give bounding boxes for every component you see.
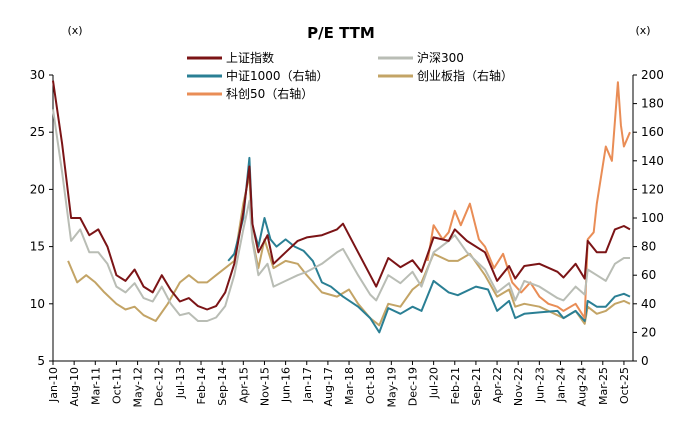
x-tick-label: Jun-23 (533, 367, 546, 403)
x-tick-label: Sep-14 (216, 367, 229, 406)
x-tick-label: Oct-25 (618, 367, 631, 404)
series-line-2 (227, 156, 631, 334)
x-tick-label: Mar-18 (343, 367, 356, 405)
legend-label-1: 沪深300 (417, 51, 464, 65)
right-tick-label: 180 (641, 97, 664, 111)
x-tick-label: Mar-11 (89, 367, 102, 405)
x-tick-label: Mar-25 (597, 367, 610, 405)
x-tick-label: May-12 (132, 367, 145, 408)
right-tick-label: 160 (641, 125, 664, 139)
left-tick-label: 20 (30, 182, 45, 196)
legend-label-3: 创业板指（右轴） (417, 68, 513, 83)
legend: 上证指数 沪深300 中证1000（右轴） 创业板指（右轴） 科创50（右轴） (187, 50, 513, 101)
x-tick-label: Jan-17 (301, 367, 314, 403)
right-axis-unit: (x) (635, 24, 650, 37)
chart-title: P/E TTM (307, 24, 375, 42)
right-tick-label: 20 (641, 325, 656, 339)
x-tick-label: Apr-22 (491, 367, 504, 403)
x-tick-label: Aug-10 (68, 367, 81, 406)
x-tick-label: Oct-11 (110, 367, 123, 404)
x-tick-label: Feb-14 (195, 367, 208, 404)
series-line-4 (426, 81, 631, 320)
x-tick-label: Jun-16 (280, 367, 293, 403)
right-tick-label: 0 (641, 354, 649, 368)
axes: 5 10 15 20 25 30 0 20 40 60 80 100 120 140 160 180 200 Ja… (30, 68, 664, 408)
x-tick-label: Apr-15 (237, 367, 250, 403)
x-tick-label: May-19 (385, 367, 398, 408)
x-tick-label: Jan-10 (47, 367, 60, 403)
x-tick-label: Jul-20 (428, 367, 441, 399)
x-tick-label: Dec-19 (406, 367, 419, 406)
left-tick-label: 10 (30, 297, 45, 311)
x-tick-label: Aug-24 (576, 367, 589, 406)
left-tick-label: 15 (30, 240, 45, 254)
right-tick-label: 140 (641, 154, 664, 168)
right-tick-label: 200 (641, 68, 664, 82)
right-tick-label: 120 (641, 182, 664, 196)
legend-label-2: 中证1000（右轴） (226, 68, 329, 83)
legend-label-4: 科创50（右轴） (226, 86, 313, 101)
x-tick-label: Oct-18 (364, 367, 377, 404)
left-axis-unit: (x) (67, 24, 82, 37)
x-tick-label: Aug-17 (322, 367, 335, 406)
x-tick-label: Nov-15 (258, 367, 271, 406)
x-tick-label: Feb-21 (449, 367, 462, 404)
right-tick-label: 80 (641, 240, 656, 254)
left-tick-label: 5 (37, 354, 45, 368)
legend-label-0: 上证指数 (226, 50, 274, 65)
x-tick-label: Nov-22 (512, 367, 525, 406)
x-tick-label: Dec-12 (153, 367, 166, 406)
x-tick-label: Jul-13 (174, 367, 187, 399)
x-tick-label: Jan-24 (555, 367, 568, 403)
right-tick-label: 40 (641, 297, 656, 311)
series-line-0 (52, 80, 631, 311)
series-line-1 (52, 109, 630, 322)
right-tick-label: 60 (641, 268, 656, 282)
left-tick-label: 25 (30, 125, 45, 139)
series-lines (52, 80, 631, 334)
x-tick-label: Sep-21 (470, 367, 483, 406)
left-tick-label: 30 (30, 68, 45, 82)
right-tick-label: 100 (641, 211, 664, 225)
